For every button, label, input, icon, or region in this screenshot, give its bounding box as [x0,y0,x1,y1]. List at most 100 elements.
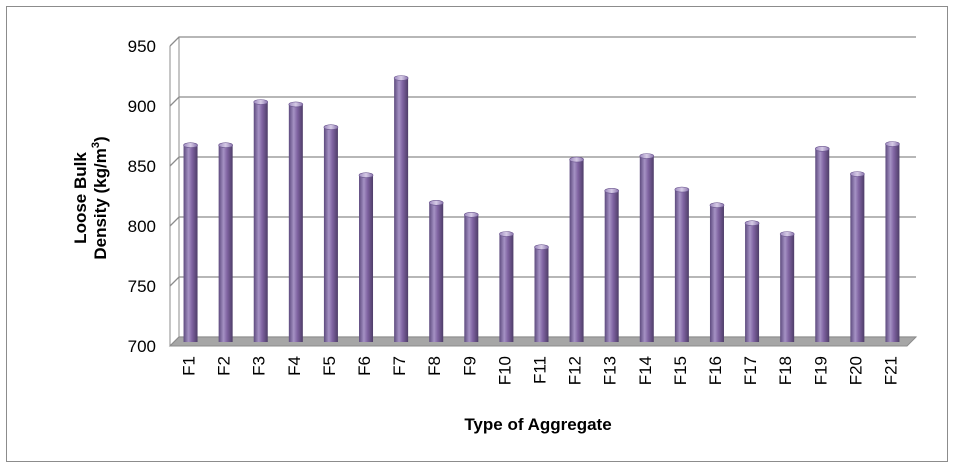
bar-body [885,144,900,342]
bar-body [288,104,303,343]
bar [814,146,830,342]
bar [218,142,233,342]
bar-body [359,175,374,342]
bar-cap [674,186,690,193]
bar-body [253,102,268,342]
bar [499,231,514,342]
bar-body [745,223,760,342]
bar-body [534,247,549,342]
x-tick-label: F3 [250,356,269,376]
x-tick-label: F1 [180,356,199,376]
bar-body [218,145,233,342]
x-axis-title: Type of Aggregate [464,415,611,434]
bar [253,99,269,342]
bar [885,141,900,342]
x-tick-label: F7 [390,356,409,376]
x-tick-label: F17 [741,356,760,385]
bar [534,244,549,342]
x-tick-label: F9 [460,356,479,376]
y-axis-title-superscript: 3 [90,142,102,148]
x-tick-label: F13 [601,356,620,385]
bar-cap [464,212,479,218]
y-tick-label: 850 [128,157,156,176]
gridline [169,96,916,107]
bar-cap [639,153,655,159]
bar-cap [499,231,514,237]
bar-body [815,148,830,342]
bar-cap [218,142,233,148]
x-tick-label: F11 [531,356,550,384]
bar-cap [744,220,760,226]
bar [183,142,198,342]
bar [674,186,690,342]
gridline [169,156,916,167]
bar-cap [323,124,339,130]
bar-cap [358,172,374,178]
bar-cap [288,101,304,108]
bar-body [569,159,584,342]
bar [393,75,409,342]
x-tick-label: F12 [566,356,585,385]
x-tick-label: F6 [355,356,374,376]
bar-cap [850,171,865,177]
bar [358,172,374,342]
x-tick-label: F5 [320,356,339,376]
y-tick-label: 900 [128,97,156,116]
bar [604,188,619,342]
bar-body [604,190,619,342]
bar [779,231,795,342]
bar-body [394,78,409,342]
y-tick-label: 800 [128,217,156,236]
gridline [169,216,916,227]
y-tick-label: 950 [128,37,156,56]
bar-cap [814,146,830,152]
bar [709,202,725,342]
x-tick-label: F19 [811,356,830,385]
x-tick-label: F16 [706,356,725,385]
bars [183,75,900,343]
bar [744,220,760,342]
bar-body [850,174,865,342]
bar [850,171,865,342]
gridline [169,276,916,287]
bar-cap [534,244,549,250]
bar-body [709,205,724,342]
bar-body [183,145,198,342]
y-axis-title: Loose Bulk Density (kg/m3) [71,136,110,259]
bar-body [499,234,514,342]
bar-body [323,127,338,342]
x-tick-label: F10 [495,356,514,385]
x-tick-label: F14 [636,356,655,385]
x-axis-ticks: F1 F2 F3 F4 F5 F6 F7 F8 F9 F10 F11 F12 F13 F14 F15 F16 F… [180,356,901,385]
y-axis-title-line2-suffix: ) [91,136,110,142]
x-tick-label: F18 [776,356,795,385]
bar-cap [569,156,584,163]
x-tick-label: F15 [671,356,690,385]
gridline [169,36,916,47]
bar-cap [183,142,198,148]
bar-cap [253,99,269,105]
x-tick-label: F21 [881,356,900,385]
bar [323,124,339,342]
y-tick-label: 700 [128,337,156,356]
y-axis-title-line1: Loose Bulk [71,152,90,244]
bar [569,156,584,342]
plot-walls [169,37,180,346]
bar [639,153,655,342]
bar-cap [885,141,900,147]
bar-body [464,214,479,342]
bar-cap [779,231,795,237]
y-axis-ticks: 700 750 800 850 900 950 [128,37,156,356]
bar-body [674,189,689,342]
x-tick-label: F2 [215,356,234,376]
y-axis-title-line2-prefix: Density (kg/m [91,148,110,259]
y-tick-label: 750 [128,277,156,296]
bar-body [780,234,795,342]
bar-cap [428,200,444,206]
x-tick-label: F8 [425,356,444,376]
bar [288,101,304,343]
bar-cap [393,75,409,81]
bar-cap [604,188,619,194]
y-axis-title-line2: Density (kg/m3) [90,136,110,259]
